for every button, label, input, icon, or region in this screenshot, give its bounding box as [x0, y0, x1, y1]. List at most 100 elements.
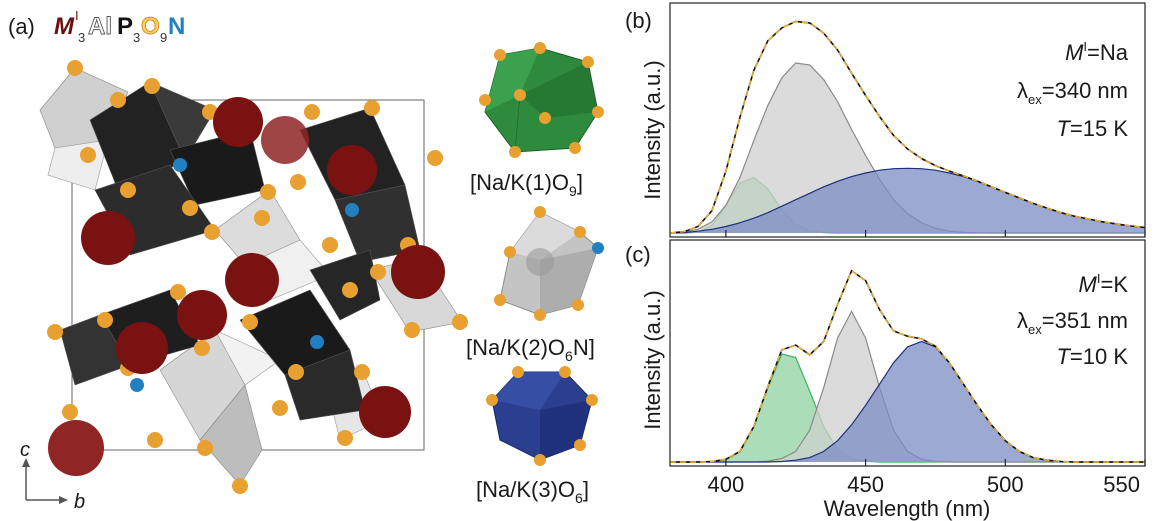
- al-tetrahedron: [199, 384, 263, 486]
- n-atom: [345, 203, 359, 217]
- o-atom: [194, 340, 210, 356]
- polyhedron-na-k-2: [494, 206, 604, 321]
- axis-b-label: b: [74, 491, 85, 513]
- o-atom: [322, 237, 338, 253]
- o-atom: [182, 200, 198, 216]
- polyhedron-2-label: [Na/K(2)O6N]: [466, 335, 595, 364]
- panel-a: (a) M I 3 Al P 3 O 9 N: [8, 8, 604, 513]
- x-ticks: 400 450 500 550: [708, 459, 1146, 497]
- axis-arrows: c b: [20, 439, 85, 513]
- formula-m-sup: I: [75, 8, 79, 23]
- n-atom: [130, 378, 144, 392]
- m-atom: [225, 253, 279, 307]
- series-0-area: [670, 353, 1145, 462]
- m-atom: [48, 420, 104, 476]
- formula-o-sub: 9: [160, 30, 167, 45]
- o-atom: [304, 104, 320, 120]
- series-2-area: [670, 168, 1145, 233]
- panel-b-label: (b): [625, 8, 652, 33]
- formula-al: Al: [88, 13, 112, 40]
- panel-c-annotation: MI=K λex=351 nm T=10 K: [1017, 271, 1128, 369]
- m-atom: [327, 145, 377, 195]
- formula: M I 3 Al P 3 O 9 N: [54, 8, 185, 45]
- o-atom: [62, 404, 78, 420]
- o-atom: [364, 100, 380, 116]
- o-atom: [204, 224, 220, 240]
- o-atom: [144, 78, 160, 94]
- x-tick-label: 550: [1103, 472, 1140, 497]
- x-tick-label: 400: [708, 472, 745, 497]
- o-atom: [170, 284, 186, 300]
- o-atom: [337, 430, 353, 446]
- polyhedron-1-label: [Na/K(1)O9]: [470, 170, 583, 199]
- o-atom: [288, 364, 304, 380]
- o-atom: [232, 478, 248, 494]
- formula-p: P: [117, 13, 133, 40]
- panel-b-excitation: λex=340 nm: [1017, 78, 1128, 107]
- o-atom: [197, 440, 213, 456]
- series-2-area: [670, 341, 1145, 462]
- plot-c: [670, 269, 1145, 463]
- panel-c-ylabel: Intensity (a.u.): [640, 290, 665, 429]
- panel-b-ylabel: Intensity (a.u.): [640, 60, 665, 199]
- o-atom: [404, 322, 420, 338]
- m-atom: [177, 290, 227, 340]
- m-atom: [213, 97, 263, 147]
- al-tetrahedron: [47, 139, 109, 191]
- x-tick-label: 450: [847, 472, 884, 497]
- m-atom: [116, 322, 168, 374]
- panel-c: (c) Intensity (a.u.) 400 450 500 550 Wavele…: [625, 239, 1146, 521]
- formula-n: N: [168, 13, 185, 40]
- formula-m-sub: 3: [78, 30, 85, 45]
- o-atom: [354, 364, 370, 380]
- panel-b-metal: MI=Na: [1065, 39, 1129, 65]
- o-atom: [427, 150, 443, 166]
- o-atom: [47, 324, 63, 340]
- panel-c-temperature: T=10 K: [1056, 344, 1128, 369]
- polyhedron-na-k-3: [486, 366, 598, 466]
- polyhedron-na-k-1: [479, 42, 604, 158]
- n-atom: [173, 158, 187, 172]
- o-atom: [370, 264, 386, 280]
- panel-b: (b) Intensity (a.u.) MI=Na λex=340 nm T=…: [625, 2, 1146, 238]
- polyhedron-3-label: [Na/K(3)O6]: [476, 477, 589, 506]
- o-atom: [120, 182, 136, 198]
- m-atom: [391, 245, 445, 299]
- o-atom: [272, 400, 288, 416]
- panel-b-annotation: MI=Na λex=340 nm T=15 K: [1017, 39, 1129, 141]
- formula-m: M: [54, 13, 75, 40]
- panel-c-excitation: λex=351 nm: [1017, 308, 1128, 337]
- o-atom: [254, 210, 270, 226]
- o-atom: [147, 432, 163, 448]
- plot-b-frame: [669, 2, 1146, 238]
- fit-sum-line: [670, 269, 1145, 463]
- o-atom: [260, 184, 276, 200]
- n-atom: [310, 335, 324, 349]
- o-atom: [80, 147, 96, 163]
- plot-c-frame: [669, 239, 1146, 467]
- axis-c-label: c: [20, 439, 30, 461]
- m-atom: [359, 386, 411, 438]
- o-atom: [110, 92, 126, 108]
- m-atom: [81, 211, 135, 265]
- o-atom: [342, 282, 358, 298]
- o-atom: [452, 314, 468, 330]
- series-1-area: [670, 63, 1145, 233]
- fit-sum-line: [669, 20, 1146, 234]
- o-atom: [290, 174, 306, 190]
- p-tetrahedron: [149, 81, 216, 161]
- al-tetrahedron: [214, 329, 281, 386]
- panel-a-label: (a): [8, 14, 35, 39]
- formula-p-sub: 3: [133, 30, 140, 45]
- formula-o: O: [141, 13, 160, 40]
- o-atom: [67, 60, 83, 76]
- panel-c-metal: MI=K: [1079, 271, 1129, 297]
- m-atom: [261, 116, 309, 164]
- plot-b: [669, 20, 1146, 237]
- crystal-structure: [39, 60, 468, 494]
- panel-b-temperature: T=15 K: [1056, 116, 1128, 141]
- panel-c-xlabel: Wavelength (nm): [824, 496, 991, 521]
- x-tick-label: 500: [987, 472, 1024, 497]
- panel-c-label: (c): [625, 242, 651, 267]
